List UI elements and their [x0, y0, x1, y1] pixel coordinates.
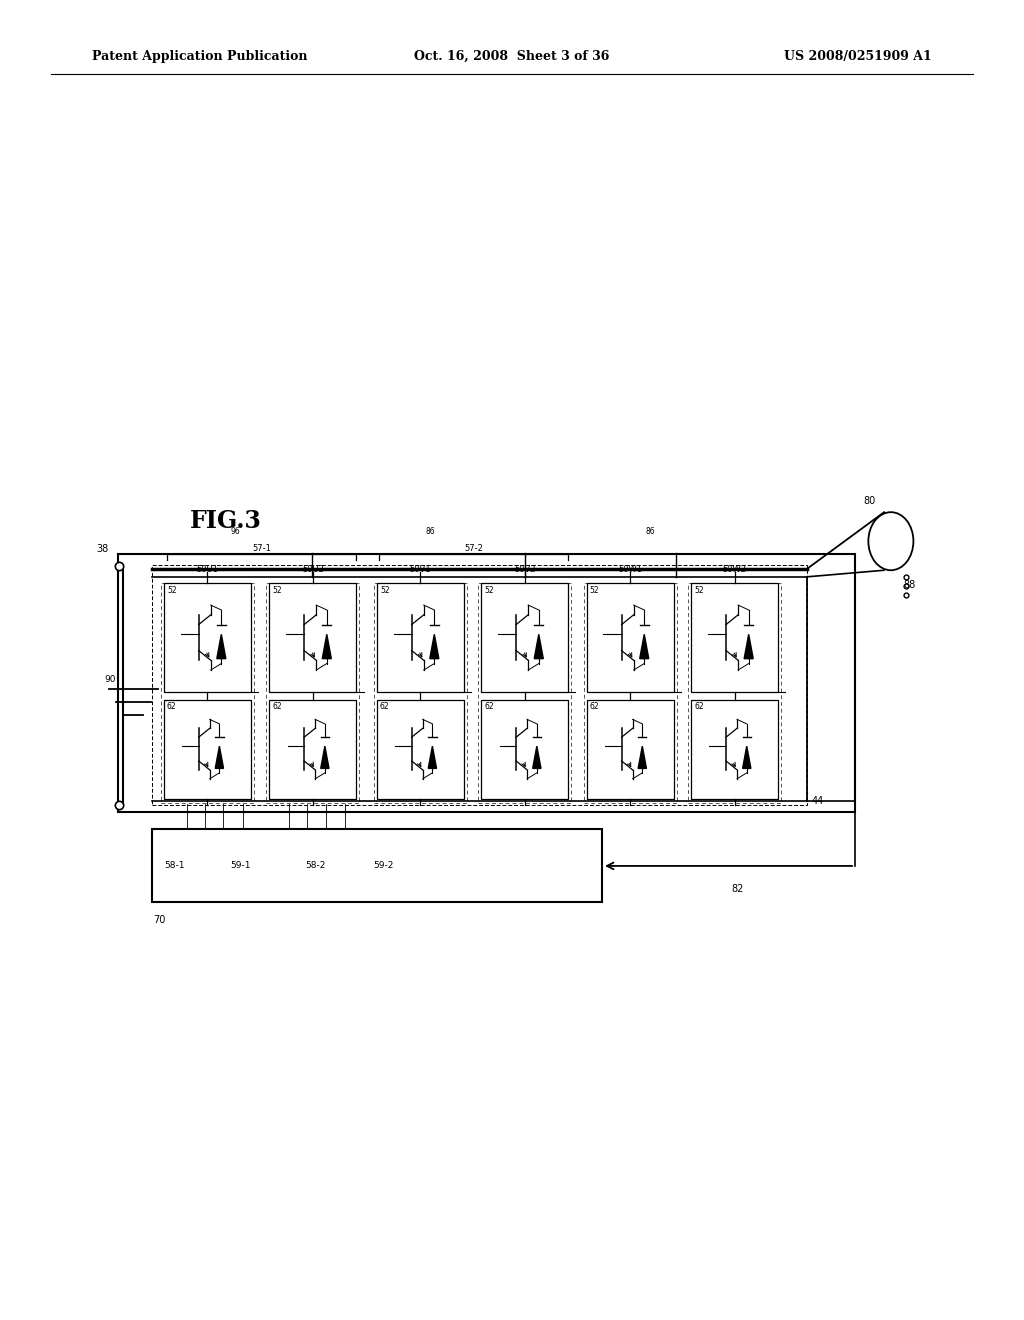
- Bar: [691, 700, 778, 799]
- Text: 59-1: 59-1: [230, 861, 251, 870]
- Text: 50W2: 50W2: [723, 565, 746, 574]
- Text: 52: 52: [590, 586, 599, 595]
- Bar: [164, 583, 251, 692]
- Text: 88: 88: [903, 579, 915, 590]
- Text: 58-1: 58-1: [164, 861, 184, 870]
- Text: US 2008/0251909 A1: US 2008/0251909 A1: [784, 50, 932, 63]
- Bar: [152, 829, 602, 902]
- Text: 86: 86: [645, 527, 655, 536]
- Bar: [587, 583, 674, 692]
- Text: Patent Application Publication: Patent Application Publication: [92, 50, 307, 63]
- Polygon shape: [532, 746, 541, 768]
- Text: 57-1: 57-1: [252, 544, 271, 553]
- Bar: [691, 583, 778, 692]
- Text: 62: 62: [380, 702, 389, 711]
- Text: 62: 62: [272, 702, 282, 711]
- Polygon shape: [217, 635, 226, 659]
- Text: 62: 62: [694, 702, 703, 711]
- Bar: [377, 583, 464, 692]
- Text: 52: 52: [380, 586, 389, 595]
- Text: 62: 62: [590, 702, 599, 711]
- Text: 38: 38: [96, 544, 109, 554]
- Text: 70: 70: [154, 915, 166, 925]
- Bar: [164, 700, 251, 799]
- Text: 50U2: 50U2: [302, 565, 324, 574]
- Text: 52: 52: [272, 586, 282, 595]
- Bar: [266, 583, 359, 803]
- Polygon shape: [535, 635, 544, 659]
- Text: 50V2: 50V2: [514, 565, 536, 574]
- Text: 59-2: 59-2: [374, 861, 394, 870]
- Bar: [688, 583, 781, 803]
- Text: 90: 90: [104, 676, 116, 684]
- Text: 50W1: 50W1: [618, 565, 642, 574]
- Bar: [152, 565, 807, 805]
- Polygon shape: [640, 635, 649, 659]
- Bar: [478, 583, 571, 803]
- Text: FIG.3: FIG.3: [189, 510, 261, 533]
- Text: 62: 62: [167, 702, 176, 711]
- Polygon shape: [744, 635, 754, 659]
- Polygon shape: [430, 635, 439, 659]
- Bar: [481, 583, 568, 692]
- Text: 52: 52: [484, 586, 494, 595]
- Bar: [118, 554, 855, 812]
- Bar: [269, 700, 356, 799]
- Text: 86: 86: [425, 527, 435, 536]
- Bar: [161, 583, 254, 803]
- Polygon shape: [215, 746, 223, 768]
- Bar: [269, 583, 356, 692]
- Polygon shape: [428, 746, 436, 768]
- Text: 96: 96: [230, 527, 241, 536]
- Text: 82: 82: [731, 884, 743, 895]
- Polygon shape: [742, 746, 751, 768]
- Text: Oct. 16, 2008  Sheet 3 of 36: Oct. 16, 2008 Sheet 3 of 36: [415, 50, 609, 63]
- Polygon shape: [638, 746, 646, 768]
- Bar: [584, 583, 677, 803]
- Text: 58-2: 58-2: [305, 861, 326, 870]
- Text: 52: 52: [167, 586, 176, 595]
- Bar: [374, 583, 467, 803]
- Polygon shape: [321, 746, 329, 768]
- Bar: [587, 700, 674, 799]
- Bar: [377, 700, 464, 799]
- Text: 50V1: 50V1: [410, 565, 431, 574]
- Text: 44: 44: [812, 796, 824, 807]
- Text: 80: 80: [863, 495, 876, 506]
- Polygon shape: [323, 635, 332, 659]
- Text: 62: 62: [484, 702, 494, 711]
- Text: 50U1: 50U1: [197, 565, 218, 574]
- Text: 52: 52: [694, 586, 703, 595]
- Bar: [481, 700, 568, 799]
- Text: 57-2: 57-2: [464, 544, 483, 553]
